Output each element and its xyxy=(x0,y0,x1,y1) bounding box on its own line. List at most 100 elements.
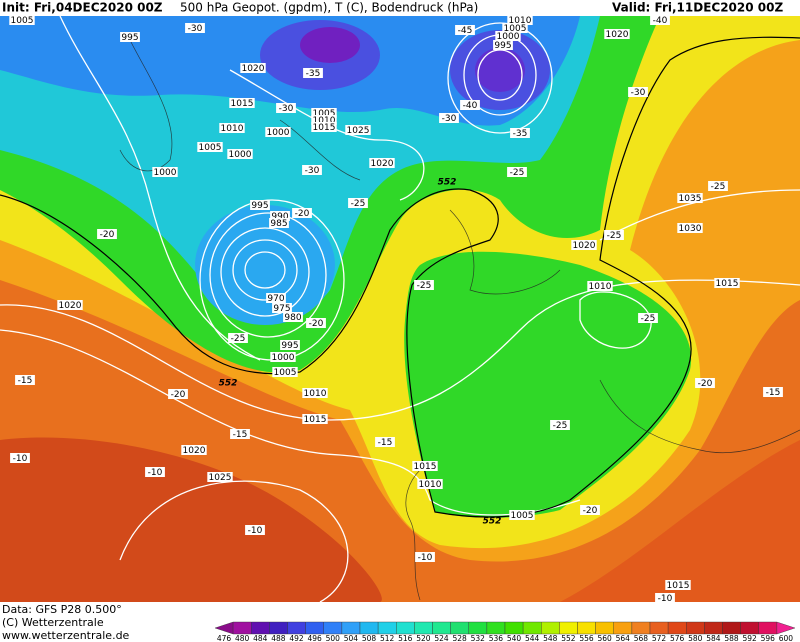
colorbar-label: 592 xyxy=(743,634,758,642)
colorbar-label: 556 xyxy=(579,634,594,642)
colorbar-swatch xyxy=(269,621,288,635)
isobar-label: 1035 xyxy=(679,194,702,204)
isobar-label: 1015 xyxy=(304,415,327,425)
isobar-label-box xyxy=(507,15,533,25)
colorbar-swatch xyxy=(667,621,687,635)
isobar-label-box xyxy=(311,108,337,118)
colorbar-label: 500 xyxy=(326,634,341,642)
temperature-label-box xyxy=(415,552,435,562)
temperature-label-box xyxy=(638,313,658,323)
contour-label: 552 xyxy=(438,178,457,188)
isobar-label-box xyxy=(207,472,233,482)
colorbar-label: 560 xyxy=(598,634,613,642)
isobar-label-box xyxy=(311,115,337,125)
isobar-label-box xyxy=(311,122,337,132)
isobar-label: 975 xyxy=(273,304,290,314)
isobar-label: 995 xyxy=(281,341,298,351)
colorbar-swatch xyxy=(722,621,741,635)
isobar-label-box xyxy=(120,32,140,42)
isobar-label-box xyxy=(677,193,703,203)
colorbar-swatch xyxy=(577,621,596,635)
isobar xyxy=(579,291,652,349)
colorbar-label: 564 xyxy=(616,634,631,642)
temperature-label-box xyxy=(230,429,250,439)
isobar-label: 980 xyxy=(284,313,301,323)
colorbar-swatch xyxy=(323,621,343,635)
colorbar-swatch xyxy=(396,621,415,635)
isobar xyxy=(59,15,261,361)
temperature-label-box xyxy=(306,318,326,328)
colorbar-label: 584 xyxy=(706,634,721,642)
temperature-label-box xyxy=(302,165,322,175)
isobar-label: 1020 xyxy=(242,64,265,74)
temperature-label: -30 xyxy=(631,88,646,98)
temperature-label-box xyxy=(97,229,117,239)
temperature-label: -25 xyxy=(417,281,432,291)
isobar-label: 995 xyxy=(121,33,138,43)
coastlines xyxy=(119,39,800,601)
temperature-label-box xyxy=(628,87,648,97)
isobar-label: 1000 xyxy=(229,150,252,160)
isobar-label: 1005 xyxy=(511,511,534,521)
colorbar-swatch xyxy=(595,621,614,635)
isobar xyxy=(244,251,286,289)
colorbar-swatch xyxy=(432,621,451,635)
isobar-label-box xyxy=(369,158,395,168)
isobar-label: 1005 xyxy=(504,24,527,34)
temperature-label-box xyxy=(228,333,248,343)
temperature-label-box xyxy=(348,198,368,208)
temperature-label: -20 xyxy=(295,209,310,219)
isobar-label-box xyxy=(714,278,740,288)
temperature-label: -10 xyxy=(658,594,673,604)
temperature-label: -15 xyxy=(378,438,393,448)
colorbar-label: 544 xyxy=(525,634,540,642)
contour-label: 552 xyxy=(483,517,502,527)
isobar-label: 1015 xyxy=(414,462,437,472)
colorbar-swatch xyxy=(522,621,542,635)
isobar-label: 1005 xyxy=(313,109,336,119)
colorbar: 476 480 484 488 492 496 500 504 508 512 516 520 524 5… xyxy=(214,621,796,642)
temperature-label-box xyxy=(695,378,715,388)
colorbar-swatch xyxy=(631,621,651,635)
colorbar-swatch xyxy=(377,621,397,635)
isobar-label: 1000 xyxy=(497,32,520,42)
temperature-label-box xyxy=(168,389,188,399)
field-purple xyxy=(475,48,525,92)
temperature-label: -25 xyxy=(641,314,656,324)
isobar-label: 1020 xyxy=(606,30,629,40)
isobar-label-box xyxy=(240,63,266,73)
temperature-label: -25 xyxy=(607,231,622,241)
isobar-label-box xyxy=(677,223,703,233)
temperature-label: -25 xyxy=(351,199,366,209)
colorbar-swatch xyxy=(740,621,759,635)
colorbar-label: 484 xyxy=(253,634,268,642)
temperature-label: -20 xyxy=(309,319,324,329)
temperature-label: -10 xyxy=(13,454,28,464)
temperature-label-box xyxy=(460,100,480,110)
isobar-label-box xyxy=(493,40,513,50)
isobar-label: 1010 xyxy=(509,16,532,26)
colorbar-label: 536 xyxy=(489,634,504,642)
isobar xyxy=(232,239,298,301)
colorbar-swatch xyxy=(559,621,578,635)
temperature-label: -30 xyxy=(279,104,294,114)
isobar-label-box xyxy=(197,142,223,152)
coastline xyxy=(279,119,361,181)
colorbar-label: 568 xyxy=(634,634,649,642)
isobar-label: 1005 xyxy=(274,368,297,378)
temperature-label-box xyxy=(185,23,205,33)
colorbar-label: 596 xyxy=(761,634,776,642)
isobar-label-box xyxy=(283,312,303,322)
isobar-label: 1015 xyxy=(313,123,336,133)
isobar-label: 1020 xyxy=(573,241,596,251)
colorbar-label: 588 xyxy=(724,634,739,642)
temperature-label-box xyxy=(15,375,35,385)
colorbar-label: 488 xyxy=(271,634,286,642)
temperature-label: -15 xyxy=(18,376,33,386)
colorbar-swatch xyxy=(686,621,705,635)
isobar-label-box xyxy=(502,23,528,33)
temperature-label-box xyxy=(708,181,728,191)
isobar-label: 1005 xyxy=(199,143,222,153)
temperature-label: -25 xyxy=(231,334,246,344)
